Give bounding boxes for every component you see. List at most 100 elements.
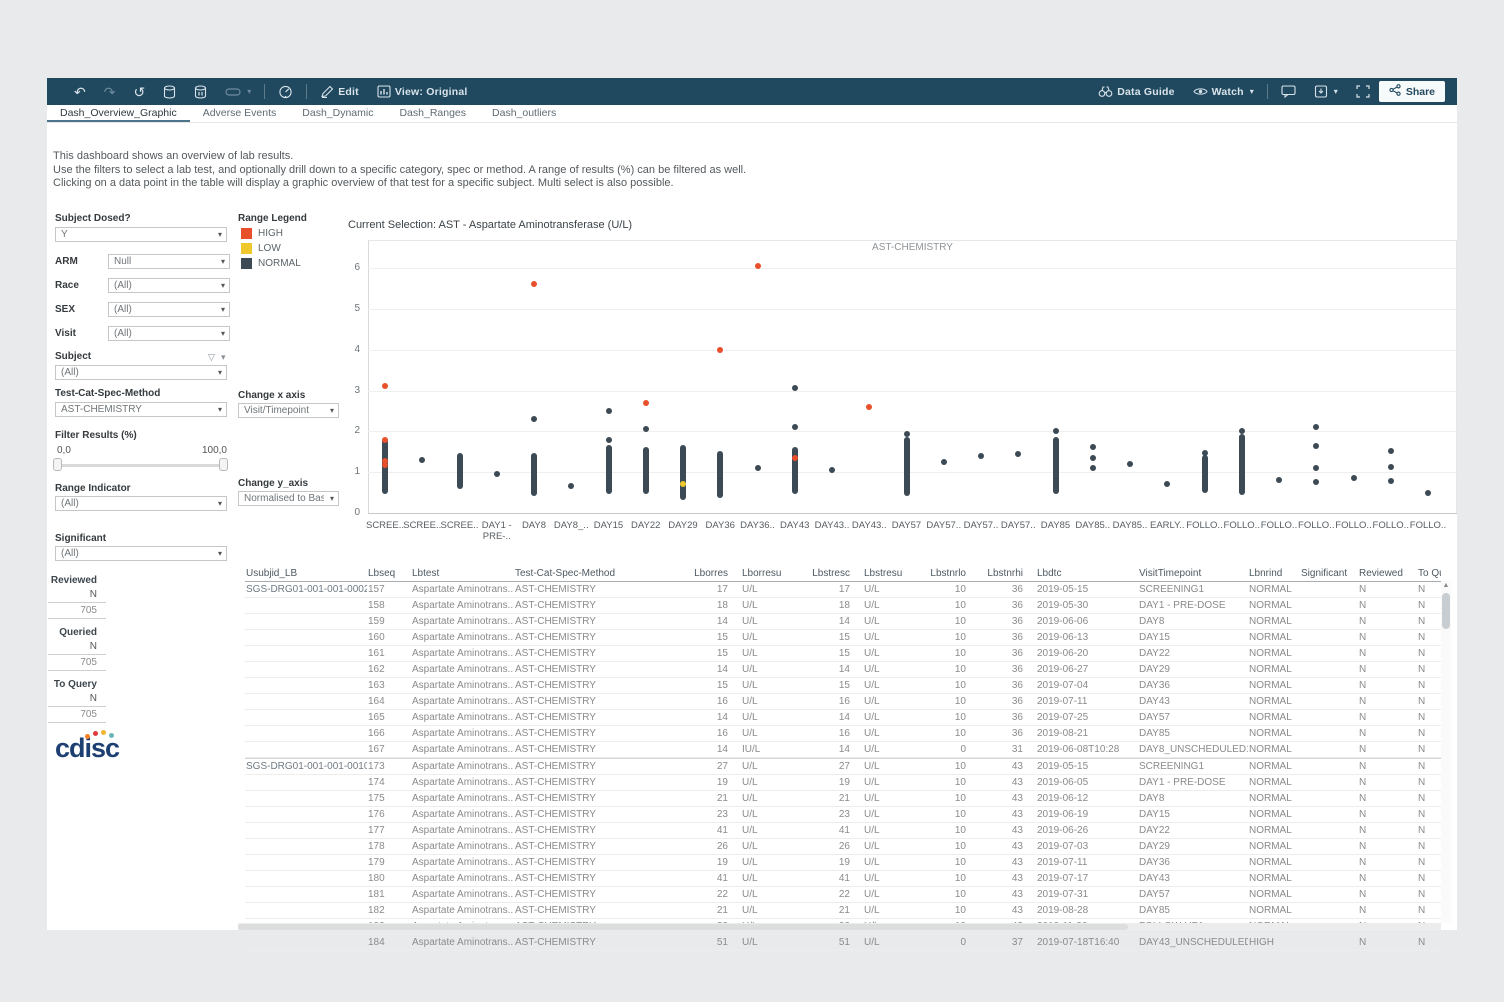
edit-button[interactable]: Edit — [311, 78, 368, 105]
column-header-reviewed[interactable]: Reviewed — [1359, 568, 1403, 579]
table-row[interactable]: SGS-DRG01-001-001-0010 173 Aspartate Amino… — [245, 759, 1441, 775]
data-point[interactable] — [903, 431, 910, 438]
data-point[interactable] — [791, 385, 798, 392]
subject-dosed-select[interactable]: Y ▾ — [55, 227, 227, 242]
data-point-cluster[interactable] — [642, 446, 649, 494]
data-point[interactable] — [568, 483, 575, 490]
data-point[interactable] — [1238, 428, 1245, 435]
funnel-icon[interactable]: ▽ — [208, 352, 215, 362]
visit-select[interactable]: (All) ▾ — [108, 326, 230, 341]
data-point[interactable] — [1015, 450, 1022, 457]
column-header-usubjid-lb[interactable]: Usubjid_LB — [246, 568, 298, 579]
connection-button[interactable]: ▾ — [216, 78, 260, 105]
data-point[interactable] — [1313, 443, 1320, 450]
data-point[interactable] — [642, 399, 649, 406]
significant-select[interactable]: (All) ▾ — [55, 546, 227, 561]
data-point[interactable] — [382, 383, 388, 390]
data-point-cluster[interactable] — [605, 444, 612, 494]
data-point[interactable] — [791, 424, 798, 431]
table-row[interactable]: 182 Aspartate Aminotrans.. AST-CHEMISTRY 21… — [245, 903, 1441, 919]
table-row[interactable]: SGS-DRG01-001-001-0002 157 Aspartate Amino… — [245, 582, 1441, 598]
chevron-down-icon[interactable]: ▾ — [221, 352, 226, 362]
data-point[interactable] — [1164, 481, 1171, 488]
data-point[interactable] — [1425, 489, 1431, 496]
data-point[interactable] — [605, 436, 612, 443]
data-point[interactable] — [1201, 449, 1208, 456]
table-row[interactable]: 180 Aspartate Aminotrans.. AST-CHEMISTRY 41… — [245, 871, 1441, 887]
data-point[interactable] — [754, 262, 761, 269]
data-point[interactable] — [531, 281, 537, 288]
table-row[interactable]: 184 Aspartate Aminotrans.. AST-CHEMISTRY 51… — [245, 935, 1441, 951]
data-point[interactable] — [866, 403, 873, 410]
table-vertical-scrollbar[interactable]: ▲ — [1441, 581, 1451, 923]
download-button[interactable]: ▾ — [1305, 78, 1347, 105]
range-indicator-select[interactable]: (All) ▾ — [55, 496, 227, 511]
legend-item-high[interactable]: HIGH — [241, 228, 283, 239]
tab-dash-overview-graphic[interactable]: Dash_Overview_Graphic — [47, 105, 190, 122]
table-row[interactable]: 158 Aspartate Aminotrans.. AST-CHEMISTRY 18… — [245, 598, 1441, 614]
race-select[interactable]: (All) ▾ — [108, 278, 230, 293]
revert-button[interactable]: ↺ — [124, 78, 154, 105]
data-point[interactable] — [382, 457, 388, 464]
change-x-axis-select[interactable]: Visit/Timepoint ▾ — [238, 403, 339, 418]
column-header-lbstresc[interactable]: Lbstresc — [812, 568, 850, 579]
data-point[interactable] — [791, 454, 798, 461]
performance-button[interactable] — [269, 78, 302, 105]
column-header-lbdtc[interactable]: Lbdtc — [1037, 568, 1062, 579]
queried-count-value[interactable]: 705 — [48, 655, 106, 671]
data-point[interactable] — [382, 436, 388, 443]
table-row[interactable]: 178 Aspartate Aminotrans.. AST-CHEMISTRY 26… — [245, 839, 1441, 855]
table-row[interactable]: 163 Aspartate Aminotrans.. AST-CHEMISTRY 15… — [245, 678, 1441, 694]
scatter-plot-pane[interactable] — [368, 240, 1457, 513]
column-header-test-cat-spec-method[interactable]: Test-Cat-Spec-Method — [515, 568, 616, 579]
data-point[interactable] — [754, 465, 761, 472]
data-point[interactable] — [1089, 465, 1096, 472]
tab-dash-ranges[interactable]: Dash_Ranges — [399, 107, 467, 119]
slider-handle-min[interactable] — [53, 458, 62, 471]
data-point-cluster[interactable] — [717, 450, 724, 498]
subject-select[interactable]: (All) ▾ — [55, 365, 227, 380]
table-row[interactable]: 160 Aspartate Aminotrans.. AST-CHEMISTRY 15… — [245, 630, 1441, 646]
data-point[interactable] — [829, 467, 835, 474]
data-point[interactable] — [940, 458, 947, 465]
vertical-scroll-thumb[interactable] — [1442, 593, 1450, 629]
data-point[interactable] — [493, 471, 500, 478]
to-query-count-value[interactable]: 705 — [48, 707, 106, 723]
table-row[interactable]: 177 Aspartate Aminotrans.. AST-CHEMISTRY 41… — [245, 823, 1441, 839]
scroll-up-icon[interactable]: ▲ — [1442, 582, 1450, 589]
data-point[interactable] — [1313, 424, 1320, 431]
data-point-cluster[interactable] — [456, 452, 463, 490]
column-header-lbstnrhi[interactable]: Lbstnrhi — [987, 568, 1023, 579]
data-point[interactable] — [1313, 465, 1320, 472]
change-y-axis-select[interactable]: Normalised to Basel...▾ — [238, 491, 339, 506]
tab-adverse-events[interactable]: Adverse Events — [202, 107, 277, 119]
data-point-cluster[interactable] — [1201, 454, 1208, 494]
data-point[interactable] — [978, 452, 984, 459]
column-header-lbstresu[interactable]: Lbstresu — [864, 568, 903, 579]
slider-handle-max[interactable] — [219, 458, 228, 471]
table-row[interactable]: 161 Aspartate Aminotrans.. AST-CHEMISTRY 15… — [245, 646, 1441, 662]
pause-updates-button[interactable] — [185, 78, 216, 105]
data-point[interactable] — [1089, 443, 1096, 450]
share-button[interactable]: Share — [1378, 81, 1445, 102]
table-row[interactable]: 176 Aspartate Aminotrans.. AST-CHEMISTRY 23… — [245, 807, 1441, 823]
legend-item-low[interactable]: LOW — [241, 243, 281, 254]
table-horizontal-scrollbar[interactable] — [238, 923, 1441, 931]
undo-button[interactable]: ↶ — [65, 78, 95, 105]
refresh-data-button[interactable] — [154, 78, 185, 105]
data-point[interactable] — [1387, 478, 1394, 485]
column-header-significant[interactable]: Significant — [1301, 568, 1348, 579]
arm-select[interactable]: Null ▾ — [108, 254, 230, 269]
data-point[interactable] — [1350, 475, 1357, 482]
data-point[interactable] — [1089, 454, 1096, 461]
tab-dash-dynamic[interactable]: Dash_Dynamic — [302, 107, 374, 119]
data-point-cluster[interactable] — [1238, 434, 1245, 496]
horizontal-scroll-thumb[interactable] — [238, 924, 1129, 930]
data-point[interactable] — [1127, 461, 1133, 467]
data-point[interactable] — [1313, 478, 1320, 485]
reviewed-count-value[interactable]: 705 — [48, 603, 106, 619]
legend-item-normal[interactable]: NORMAL — [241, 258, 301, 269]
table-row[interactable]: 179 Aspartate Aminotrans.. AST-CHEMISTRY 19… — [245, 855, 1441, 871]
fullscreen-button[interactable] — [1347, 78, 1379, 105]
table-row[interactable]: 175 Aspartate Aminotrans.. AST-CHEMISTRY 21… — [245, 791, 1441, 807]
